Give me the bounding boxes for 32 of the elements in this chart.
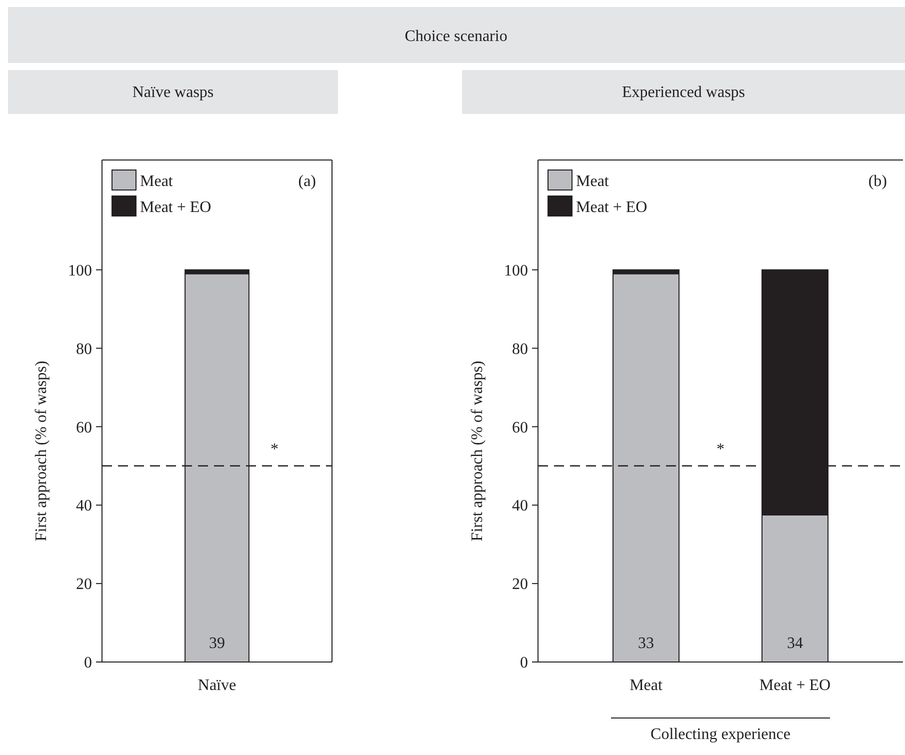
x-tick-label: Meat xyxy=(630,677,663,694)
y-tick-label: 20 xyxy=(512,576,528,594)
y-tick-label: 60 xyxy=(512,419,528,436)
y-tick-label: 100 xyxy=(504,262,528,280)
annotation: 39 xyxy=(209,635,225,652)
y-tick-label: 80 xyxy=(76,340,92,358)
annotation: 34 xyxy=(786,635,803,652)
y-tick-label: 100 xyxy=(68,262,92,280)
y-tick-label: 40 xyxy=(512,498,528,515)
text: * xyxy=(270,440,278,458)
chart-subtitle: Naïve wasps xyxy=(132,84,214,101)
y-tick-label: 40 xyxy=(76,498,92,515)
y-tick-label: 20 xyxy=(76,576,92,594)
text: (a) xyxy=(298,173,316,190)
y-tick-label: 60 xyxy=(76,419,92,436)
legend-label: Meat xyxy=(576,173,610,190)
annotation: 33 xyxy=(638,635,654,652)
text: Choice scenario xyxy=(404,28,508,45)
y-tick-label: 0 xyxy=(84,654,92,672)
annotation: * xyxy=(716,440,724,458)
x-tick-label: Naïve xyxy=(198,677,236,694)
legend-label: Meat + EO xyxy=(576,199,648,216)
y-tick-label: 80 xyxy=(512,340,528,358)
annotation: (b) xyxy=(868,173,887,190)
chart-subtitle: Experienced wasps xyxy=(622,84,746,101)
y-axis-title: First approach (% of wasps) xyxy=(469,360,486,542)
x-tick-label: Meat + EO xyxy=(759,677,831,694)
legend-label: Meat + EO xyxy=(140,199,212,216)
y-tick-label: 0 xyxy=(520,654,528,672)
y-axis-title: First approach (% of wasps) xyxy=(33,360,50,542)
x-axis-title: Collecting experience xyxy=(650,726,790,743)
legend-label: Meat xyxy=(140,173,174,190)
